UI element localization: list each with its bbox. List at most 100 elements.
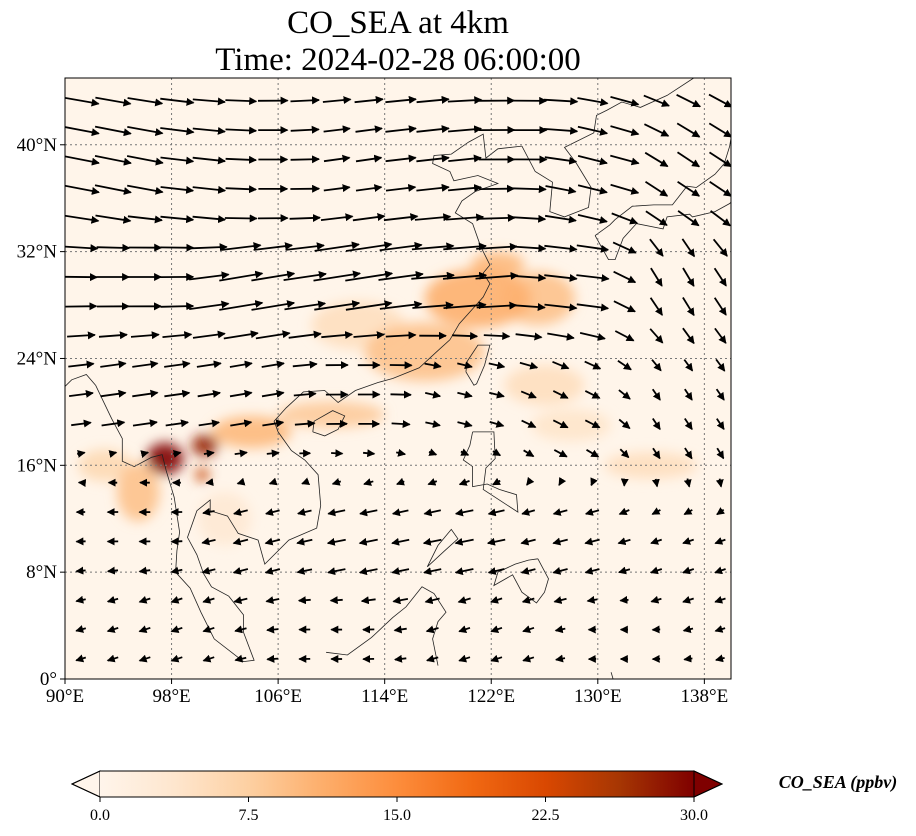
wind-arrow (544, 274, 578, 283)
wind-arrow (138, 595, 151, 604)
wind-arrow (378, 270, 424, 281)
wind-arrow (584, 566, 600, 575)
wind-arrow (379, 241, 423, 252)
wind-arrow (426, 654, 439, 663)
colorbar-extend-max (693, 770, 724, 798)
wind-arrow (457, 390, 473, 399)
wind-arrow (202, 625, 215, 633)
coastline (65, 374, 96, 387)
colorbar: 0.0 7.5 15.0 22.5 30.0 CO_SEA (ppbv) (70, 770, 897, 824)
wind-arrow (618, 389, 631, 400)
wind-arrow (448, 183, 483, 192)
wind-arrow (65, 126, 100, 137)
wind-arrow (492, 448, 502, 457)
wind-arrow (160, 302, 195, 311)
wind-arrow (650, 595, 662, 604)
wind-arrow (411, 271, 455, 280)
wind-arrow (331, 449, 344, 458)
wind-arrow (544, 303, 578, 312)
wind-arrow (522, 625, 535, 633)
wind-arrow (140, 450, 150, 458)
wind-arrow (390, 390, 412, 399)
wind-arrow (290, 155, 320, 164)
wind-arrow (490, 654, 503, 663)
wind-arrow (234, 625, 247, 634)
lon-tick-label: 130°E (574, 686, 622, 707)
wind-arrow (268, 477, 278, 486)
wind-arrow (448, 125, 483, 134)
colorbar-tick-label: 15.0 (383, 807, 411, 824)
wind-arrow (584, 390, 601, 399)
wind-arrow (138, 654, 151, 663)
wind-arrow (425, 625, 439, 634)
wind-arrow (457, 596, 471, 604)
wind-arrow (165, 419, 189, 428)
wind-arrow (264, 537, 281, 546)
wind-arrow (127, 184, 164, 195)
colorbar-body (100, 771, 694, 797)
wind-arrow (428, 448, 438, 456)
wind-arrow (619, 595, 629, 604)
wind-arrow (584, 508, 600, 516)
wind-arrow (515, 332, 543, 341)
wind-arrow (100, 360, 127, 369)
wind-arrow (127, 215, 163, 224)
wind-arrow (612, 241, 637, 254)
wind-arrow (613, 270, 637, 284)
wind-arrow (458, 654, 471, 663)
wind-arrow (355, 125, 383, 134)
wind-arrow (396, 477, 405, 486)
wind-arrow (225, 155, 257, 164)
wind-arrow (584, 419, 601, 429)
wind-arrow (323, 125, 351, 134)
lat-tick-label: 40°N (17, 135, 58, 156)
wind-arrow (130, 331, 160, 340)
wind-arrow (443, 242, 487, 251)
wind-arrow (385, 183, 417, 192)
wind-arrow (576, 244, 610, 253)
wind-arrow (132, 419, 158, 428)
wind-arrow (170, 654, 183, 663)
wind-arrow (160, 97, 195, 106)
wind-arrow (683, 478, 692, 488)
wind-arrow (234, 449, 248, 458)
wind-arrow (511, 214, 547, 223)
wind-arrow (265, 596, 280, 605)
wind-arrow (95, 96, 132, 107)
wind-arrow (320, 213, 354, 222)
colorbar-tick-labels: 0.0 7.5 15.0 22.5 30.0 (90, 797, 708, 824)
coastline (465, 344, 491, 386)
wind-arrow (710, 210, 731, 227)
wind-arrow (290, 96, 320, 105)
map-frame (64, 77, 732, 680)
wind-arrow (358, 537, 378, 546)
wind-arrow (164, 360, 191, 369)
wind-arrow (552, 360, 570, 370)
wind-arrow (202, 507, 215, 516)
wind-arrow (610, 154, 640, 166)
wind-arrow (677, 210, 700, 227)
wind-arrow (681, 238, 696, 258)
wind-arrow (345, 241, 393, 252)
concentration-blob (504, 365, 585, 406)
wind-arrow (714, 625, 726, 633)
wind-arrow (519, 361, 539, 370)
wind-arrow (414, 213, 452, 222)
wind-arrow (138, 625, 151, 633)
wind-arrow (255, 330, 291, 340)
wind-arrow (65, 244, 99, 253)
wind-arrow (205, 478, 214, 486)
wind-arrow (385, 331, 417, 340)
wind-arrow (138, 566, 151, 575)
wind-arrow (684, 388, 693, 401)
wind-arrow (682, 297, 695, 317)
wind-arrow (391, 508, 409, 517)
wind-arrow (106, 595, 119, 604)
wind-arrow (511, 185, 547, 194)
wind-arrow (682, 625, 694, 633)
wind-arrow (251, 270, 296, 282)
wind-arrow (676, 122, 701, 138)
wind-arrow (266, 654, 279, 663)
wind-arrow (234, 654, 247, 663)
wind-arrow (391, 420, 411, 429)
